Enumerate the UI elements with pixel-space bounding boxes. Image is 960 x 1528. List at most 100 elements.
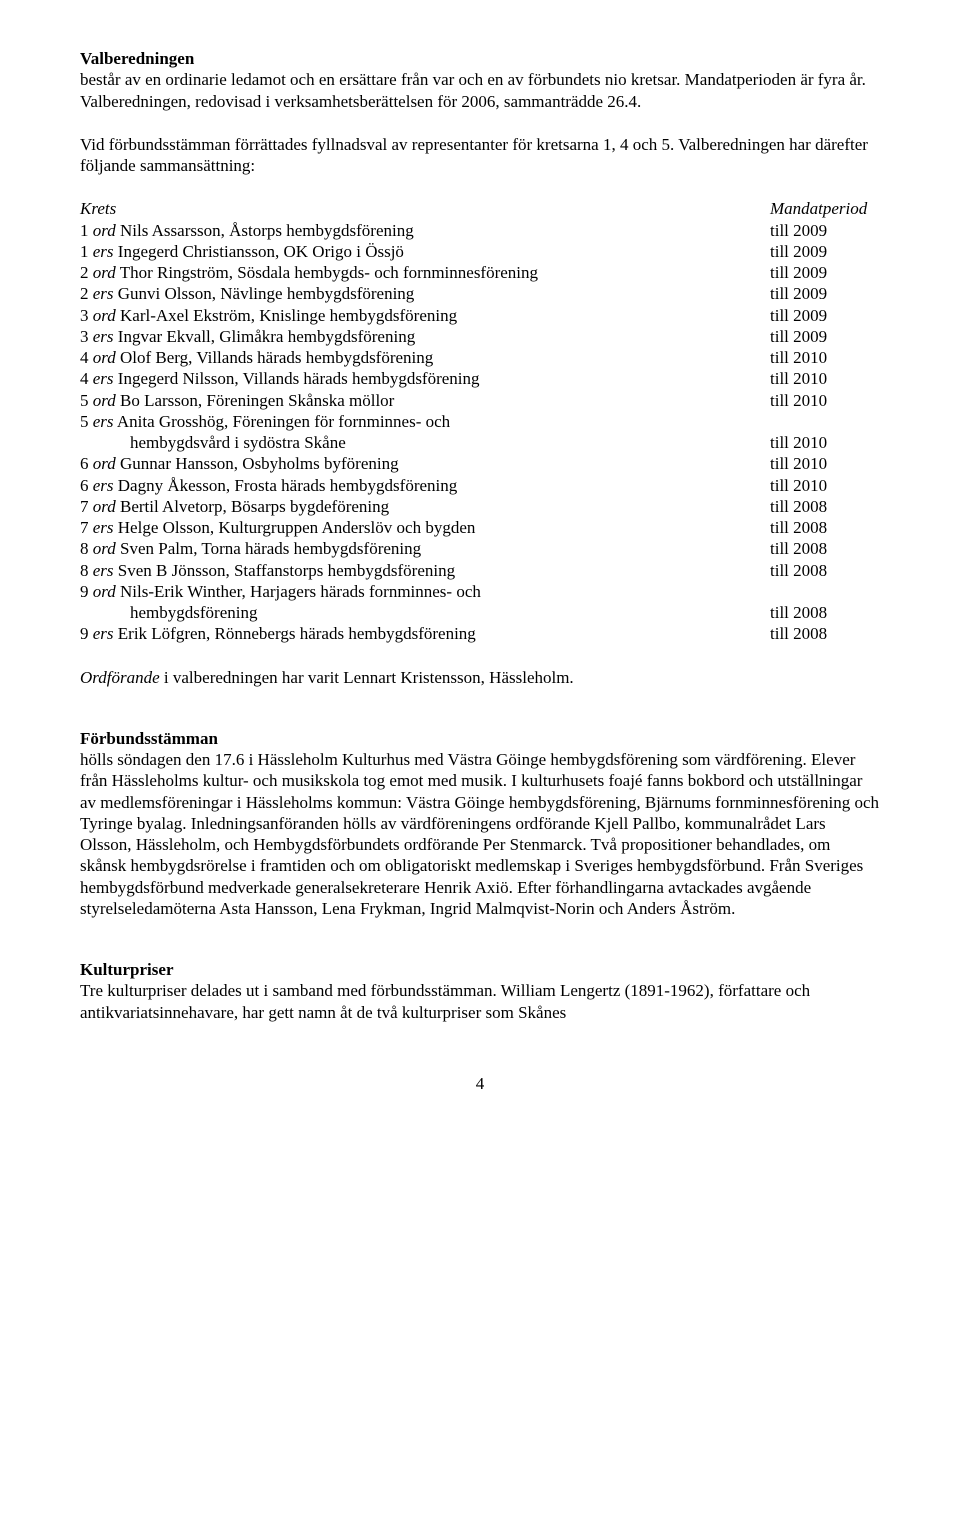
krets-header-right: Mandatperiod: [770, 198, 880, 219]
krets-name: Bertil Alvetorp, Bösarps bygdeförening: [116, 497, 389, 516]
krets-year: [770, 581, 880, 602]
krets-left-cell: 1 ord Nils Assarsson, Åstorps hembygdsfö…: [80, 220, 770, 241]
krets-row: 7 ord Bertil Alvetorp, Bösarps bygdeföre…: [80, 496, 880, 517]
krets-header-left: Krets: [80, 198, 770, 219]
krets-prefix: 7: [80, 497, 93, 516]
krets-left-cell: hembygdsförening: [80, 602, 770, 623]
krets-left-cell: 8 ers Sven B Jönsson, Staffanstorps hemb…: [80, 560, 770, 581]
krets-orders-label: ord: [93, 539, 116, 558]
krets-prefix: 5: [80, 412, 93, 431]
section-forbundsstamman: Förbundsstämman hölls söndagen den 17.6 …: [80, 728, 880, 919]
krets-name: Helge Olsson, Kulturgruppen Anderslöv oc…: [114, 518, 476, 537]
krets-row: 3 ers Ingvar Ekvall, Glimåkra hembygdsfö…: [80, 326, 880, 347]
krets-left-cell: 2 ord Thor Ringström, Sösdala hembygds- …: [80, 262, 770, 283]
krets-left-cell: 8 ord Sven Palm, Torna härads hembygdsfö…: [80, 538, 770, 559]
krets-orders-label: ers: [93, 561, 114, 580]
krets-orders-label: ord: [93, 454, 116, 473]
krets-left-cell: 4 ers Ingegerd Nilsson, Villands härads …: [80, 368, 770, 389]
krets-name: Olof Berg, Villands härads hembygdsfören…: [116, 348, 434, 367]
krets-orders-label: ord: [93, 306, 116, 325]
krets-left-cell: 9 ord Nils-Erik Winther, Harjagers härad…: [80, 581, 770, 602]
krets-row: 2 ers Gunvi Olsson, Nävlinge hembygdsför…: [80, 283, 880, 304]
krets-name: hembygdsvård i sydöstra Skåne: [130, 433, 346, 452]
krets-row: 1 ord Nils Assarsson, Åstorps hembygdsfö…: [80, 220, 880, 241]
krets-prefix: 3: [80, 306, 93, 325]
ordforande-rest: i valberedningen har varit Lennart Krist…: [160, 668, 574, 687]
krets-row: hembygdsföreningtill 2008: [80, 602, 880, 623]
krets-row: 6 ers Dagny Åkesson, Frosta härads hemby…: [80, 475, 880, 496]
krets-name: Ingegerd Nilsson, Villands härads hembyg…: [114, 369, 480, 388]
paragraph: Tre kulturpriser delades ut i samband me…: [80, 980, 880, 1023]
krets-left-cell: 7 ord Bertil Alvetorp, Bösarps bygdeföre…: [80, 496, 770, 517]
krets-row: 3 ord Karl-Axel Ekström, Knislinge hemby…: [80, 305, 880, 326]
krets-year: till 2008: [770, 538, 880, 559]
krets-name: Erik Löfgren, Rönnebergs härads hembygds…: [114, 624, 476, 643]
krets-row: 5 ers Anita Grosshög, Föreningen för for…: [80, 411, 880, 432]
krets-year: till 2009: [770, 326, 880, 347]
krets-year: till 2008: [770, 623, 880, 644]
krets-header-row: Krets Mandatperiod: [80, 198, 880, 219]
krets-orders-label: ers: [93, 369, 114, 388]
krets-orders-label: ers: [93, 624, 114, 643]
krets-left-cell: 9 ers Erik Löfgren, Rönnebergs härads he…: [80, 623, 770, 644]
krets-left-cell: 5 ers Anita Grosshög, Föreningen för for…: [80, 411, 770, 432]
krets-name: hembygdsförening: [130, 603, 257, 622]
krets-orders-label: ord: [93, 582, 116, 601]
krets-name: Dagny Åkesson, Frosta härads hembygdsför…: [114, 476, 458, 495]
krets-table: Krets Mandatperiod 1 ord Nils Assarsson,…: [80, 198, 880, 644]
krets-row: 8 ers Sven B Jönsson, Staffanstorps hemb…: [80, 560, 880, 581]
krets-prefix: 3: [80, 327, 93, 346]
krets-row: hembygdsvård i sydöstra Skåne till 2010: [80, 432, 880, 453]
krets-name: Gunnar Hansson, Osbyholms byförening: [116, 454, 399, 473]
krets-prefix: 4: [80, 348, 93, 367]
krets-name: Karl-Axel Ekström, Knislinge hembygdsför…: [116, 306, 457, 325]
krets-left-cell: 3 ord Karl-Axel Ekström, Knislinge hemby…: [80, 305, 770, 326]
krets-year: till 2010: [770, 347, 880, 368]
heading-valberedningen: Valberedningen: [80, 48, 880, 69]
krets-orders-label: ord: [93, 497, 116, 516]
krets-year: [770, 411, 880, 432]
krets-left-cell: 7 ers Helge Olsson, Kulturgruppen Anders…: [80, 517, 770, 538]
krets-year: till 2008: [770, 517, 880, 538]
krets-row: 7 ers Helge Olsson, Kulturgruppen Anders…: [80, 517, 880, 538]
paragraph: består av en ordinarie ledamot och en er…: [80, 69, 880, 112]
krets-year: till 2010: [770, 453, 880, 474]
krets-prefix: 6: [80, 454, 93, 473]
krets-orders-label: ers: [93, 476, 114, 495]
paragraph: Vid förbundsstämman förrättades fyllnads…: [80, 134, 880, 177]
krets-orders-label: ers: [93, 518, 114, 537]
krets-name: Sven B Jönsson, Staffanstorps hembygdsfö…: [114, 561, 456, 580]
krets-prefix: 6: [80, 476, 93, 495]
krets-prefix: 4: [80, 369, 93, 388]
krets-orders-label: ord: [93, 391, 116, 410]
krets-prefix: 2: [80, 284, 93, 303]
krets-orders-label: ers: [93, 242, 114, 261]
krets-year: till 2009: [770, 220, 880, 241]
krets-orders-label: ers: [93, 284, 114, 303]
krets-year: till 2009: [770, 241, 880, 262]
krets-year: till 2009: [770, 262, 880, 283]
krets-row: 6 ord Gunnar Hansson, Osbyholms byföreni…: [80, 453, 880, 474]
krets-name: Gunvi Olsson, Nävlinge hembygdsförening: [114, 284, 415, 303]
krets-row: 4 ers Ingegerd Nilsson, Villands härads …: [80, 368, 880, 389]
krets-name: Ingegerd Christiansson, OK Origo i Össjö: [114, 242, 404, 261]
krets-orders-label: ord: [93, 263, 116, 282]
krets-row: 4 ord Olof Berg, Villands härads hembygd…: [80, 347, 880, 368]
krets-year: till 2010: [770, 390, 880, 411]
krets-row: 1 ers Ingegerd Christiansson, OK Origo i…: [80, 241, 880, 262]
krets-year: till 2010: [770, 432, 880, 453]
ordforande-line: Ordförande i valberedningen har varit Le…: [80, 667, 880, 688]
krets-prefix: 8: [80, 539, 93, 558]
krets-left-cell: 1 ers Ingegerd Christiansson, OK Origo i…: [80, 241, 770, 262]
krets-row: 2 ord Thor Ringström, Sösdala hembygds- …: [80, 262, 880, 283]
krets-year: till 2009: [770, 283, 880, 304]
krets-prefix: 7: [80, 518, 93, 537]
krets-name: Nils-Erik Winther, Harjagers härads forn…: [116, 582, 481, 601]
krets-body: 1 ord Nils Assarsson, Åstorps hembygdsfö…: [80, 220, 880, 645]
krets-left-cell: 6 ord Gunnar Hansson, Osbyholms byföreni…: [80, 453, 770, 474]
krets-prefix: 5: [80, 391, 93, 410]
page-number: 4: [80, 1073, 880, 1094]
heading-kulturpriser: Kulturpriser: [80, 959, 880, 980]
krets-prefix: 8: [80, 561, 93, 580]
krets-left-cell: 4 ord Olof Berg, Villands härads hembygd…: [80, 347, 770, 368]
